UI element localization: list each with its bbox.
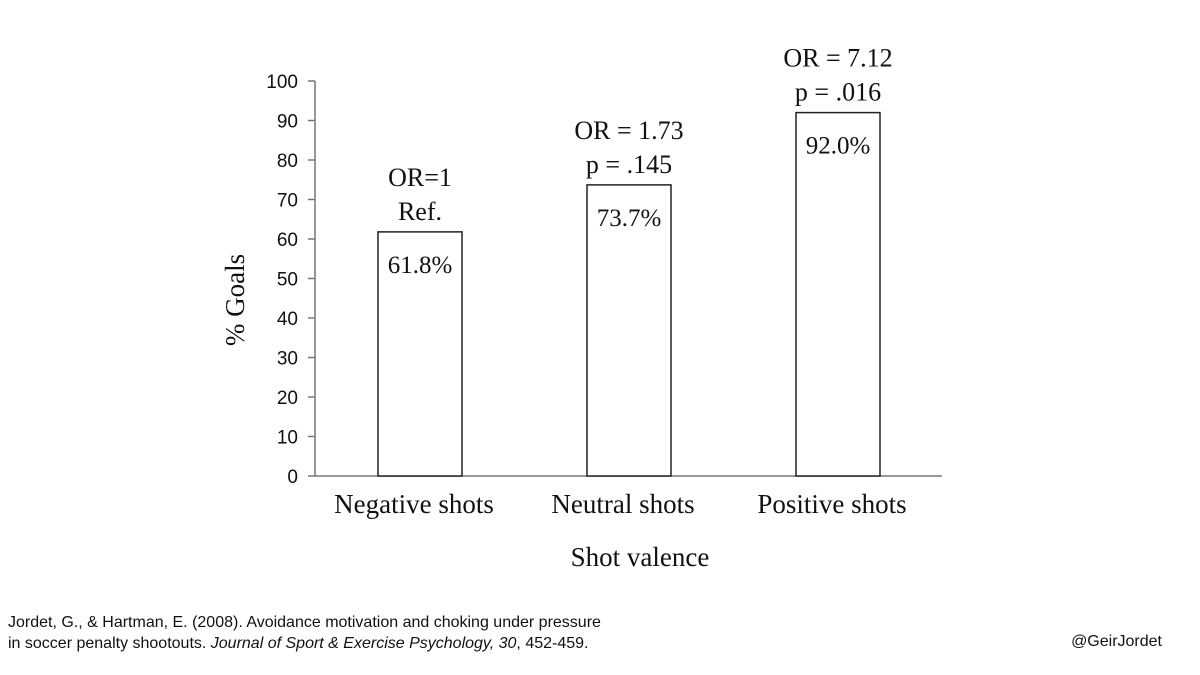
category-label: Positive shots	[757, 489, 906, 519]
odds-ratio-label: OR = 7.12	[783, 44, 892, 73]
y-tick-label: 90	[277, 112, 298, 133]
citation-prefix: in soccer penalty shootouts.	[8, 635, 211, 652]
category-label: Negative shots	[334, 489, 494, 519]
y-tick-label: 40	[277, 309, 298, 330]
y-axis-label: % Goals	[220, 254, 250, 346]
y-tick-label: 100	[266, 72, 298, 93]
citation-pages: , 452-459.	[516, 635, 589, 652]
y-tick-label: 70	[277, 191, 298, 212]
bar	[377, 231, 463, 477]
bar-value-label: 92.0%	[806, 133, 871, 160]
citation-line-2: in soccer penalty shootouts. Journal of …	[8, 633, 601, 654]
y-tick-label: 10	[277, 428, 298, 449]
y-tick-label: 0	[287, 467, 298, 488]
y-tick-label: 20	[277, 388, 298, 409]
y-axis: 0 10 20 30 40 50 60 70 80 90 100	[266, 72, 942, 488]
bar-chart: 0 10 20 30 40 50 60 70 80 90 100 61.8% OR=1 Ref. Nega…	[220, 44, 942, 572]
bar-value-label: 73.7%	[597, 205, 662, 232]
y-tick-label: 30	[277, 349, 298, 370]
p-value-label: Ref.	[398, 197, 442, 226]
odds-ratio-label: OR=1	[388, 163, 452, 192]
bar	[586, 184, 672, 477]
labels: 61.8% OR=1 Ref. Negative shots 73.7% OR = 1.7…	[334, 44, 907, 519]
bar	[795, 111, 881, 477]
citation-line-1: Jordet, G., & Hartman, E. (2008). Avoida…	[8, 614, 601, 631]
citation: Jordet, G., & Hartman, E. (2008). Avoida…	[8, 612, 601, 654]
y-tick-label: 60	[277, 230, 298, 251]
y-tick-label: 80	[277, 151, 298, 172]
bar-value-label: 61.8%	[388, 252, 453, 279]
x-axis-label: Shot valence	[571, 542, 710, 572]
y-tick-label: 50	[277, 270, 298, 291]
p-value-label: p = .145	[586, 150, 672, 179]
citation-journal: Journal of Sport & Exercise Psychology, …	[210, 635, 517, 652]
p-value-label: p = .016	[795, 78, 881, 107]
odds-ratio-label: OR = 1.73	[574, 116, 683, 145]
author-handle: @GeirJordet	[1071, 633, 1162, 650]
category-label: Neutral shots	[551, 489, 694, 519]
bars	[377, 111, 881, 477]
